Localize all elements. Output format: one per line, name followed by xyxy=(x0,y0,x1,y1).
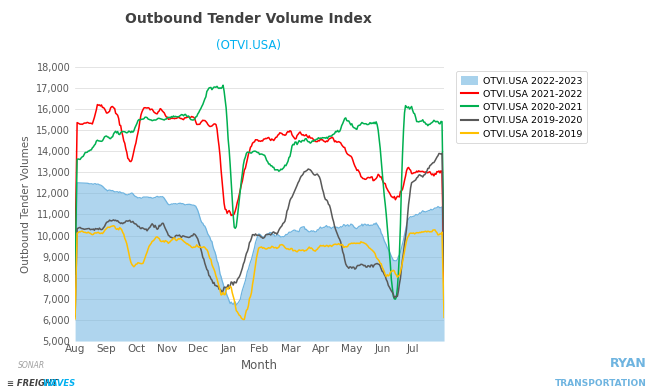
Text: SONAR: SONAR xyxy=(18,361,46,370)
Text: (OTVI.USA): (OTVI.USA) xyxy=(215,39,281,52)
Text: TRANSPORTATION: TRANSPORTATION xyxy=(554,379,646,388)
Legend: OTVI.USA 2022-2023, OTVI.USA 2021-2022, OTVI.USA 2020-2021, OTVI.USA 2019-2020, : OTVI.USA 2022-2023, OTVI.USA 2021-2022, … xyxy=(456,71,587,143)
Text: WAVES: WAVES xyxy=(42,379,76,388)
Text: Outbound Tender Volume Index: Outbound Tender Volume Index xyxy=(125,12,372,26)
Text: RYAN: RYAN xyxy=(610,358,646,370)
Text: ≡ FREIGHT: ≡ FREIGHT xyxy=(7,379,57,388)
Y-axis label: Outbound Tender Volumes: Outbound Tender Volumes xyxy=(21,135,31,273)
X-axis label: Month: Month xyxy=(241,359,278,372)
